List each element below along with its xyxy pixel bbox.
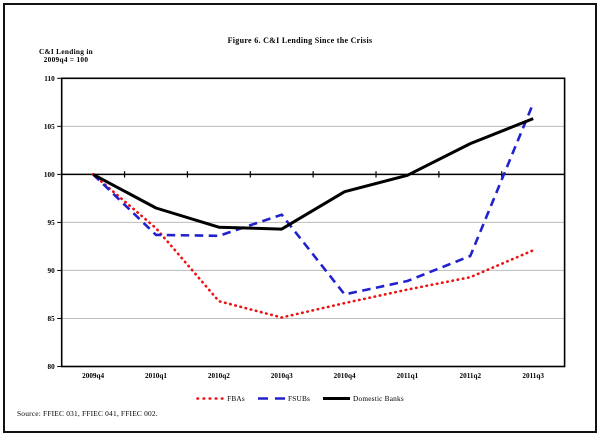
y-axis-title-line1: C&I Lending in — [38, 47, 94, 56]
y-tick-label: 110 — [44, 75, 55, 83]
source-note: Source: FFIEC 031, FFIEC 041, FFIEC 002. — [17, 409, 158, 418]
y-tick-label: 90 — [48, 267, 56, 275]
plot-border — [60, 77, 566, 368]
legend-item-fsubs: FSUBs — [257, 393, 311, 403]
x-tick-label: 2010q2 — [208, 372, 230, 380]
legend-label-fsubs: FSUBs — [287, 393, 311, 403]
y-tick-label: 80 — [48, 363, 56, 371]
legend-item-domestic-banks: Domestic Banks — [323, 394, 404, 403]
x-tick-label: 2009q4 — [82, 372, 104, 380]
y-axis-title: C&I Lending in 2009q4 = 100 — [24, 48, 108, 63]
legend-label-fbas: FBAs — [227, 393, 245, 403]
y-tick-label: 105 — [44, 123, 55, 131]
x-tick-label: 2010q4 — [334, 372, 356, 380]
y-tick-label: 100 — [44, 171, 55, 179]
y-tick-label: 85 — [48, 315, 56, 323]
y-tick-label: 95 — [48, 219, 56, 227]
legend-swatch-dashed — [257, 396, 285, 400]
series-line-domestic-banks — [92, 117, 534, 231]
x-tick-label: 2011q1 — [397, 372, 419, 380]
series-line-fbas — [91, 173, 535, 319]
x-tick-label: 2011q2 — [460, 372, 482, 380]
x-tick-label: 2010q1 — [145, 372, 167, 380]
y-axis-title-line2: 2009q4 = 100 — [43, 54, 89, 64]
series-line-fsubs — [92, 102, 535, 296]
x-tick-label: 2011q3 — [522, 372, 544, 380]
legend-item-fbas: FBAs — [196, 394, 245, 403]
legend-swatch-solid — [323, 396, 351, 400]
x-tick-label: 2010q3 — [271, 372, 293, 380]
legend-swatch-dotted — [196, 396, 225, 400]
legend-label-domestic-banks: Domestic Banks — [353, 393, 404, 403]
chart-title: Figure 6. C&I Lending Since the Crisis — [227, 36, 373, 45]
legend: FBAs FSUBs Domestic Banks — [0, 392, 600, 404]
